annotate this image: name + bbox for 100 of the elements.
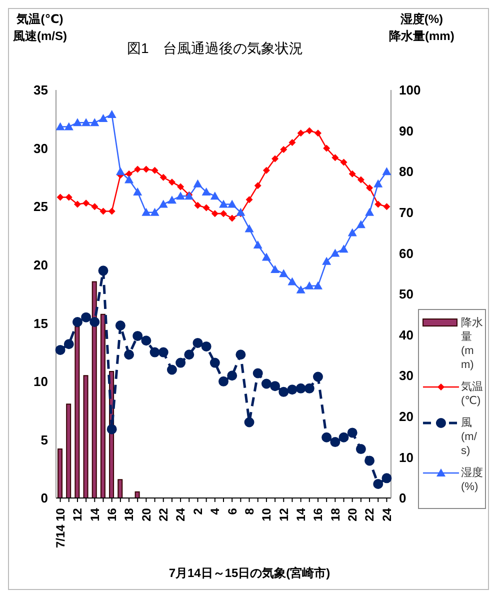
bar (100, 314, 106, 498)
point (280, 146, 288, 153)
point (322, 256, 332, 265)
y2-tick-label: 30 (399, 368, 414, 384)
y-tick-label: 5 (40, 432, 48, 448)
x-tick-label: 8 (242, 508, 256, 515)
y-tick-label: 35 (34, 82, 48, 98)
point (82, 118, 91, 126)
point (82, 200, 90, 207)
point (262, 166, 270, 174)
point (64, 122, 74, 130)
point (64, 339, 74, 350)
point (72, 316, 82, 327)
point (228, 214, 236, 222)
y2-tick-label: 40 (399, 327, 414, 342)
point (210, 358, 220, 368)
point (150, 208, 160, 216)
point (218, 376, 228, 386)
point (142, 208, 151, 216)
point (313, 281, 322, 290)
y-tick-label: 10 (34, 374, 48, 390)
point (124, 350, 134, 360)
x-tick-label: 12 (70, 508, 85, 522)
point (296, 383, 306, 394)
y-tick-label: 25 (34, 199, 48, 214)
point (56, 122, 65, 130)
y-tick-label: 15 (34, 316, 48, 331)
chart-title: 図1 台風通過後の気象状況 (127, 40, 303, 58)
y2-tick-label: 70 (399, 205, 414, 220)
point (210, 192, 220, 200)
x-tick-label: 16 (311, 508, 326, 522)
point (338, 432, 349, 442)
point (132, 330, 143, 341)
x-tick-label: 12 (276, 508, 291, 522)
point (244, 417, 254, 428)
point (168, 178, 176, 186)
x-tick-label: 18 (328, 508, 342, 522)
x-tick-label: 10 (260, 508, 274, 522)
x-tick-label: 20 (139, 508, 154, 522)
x-tick-label: 22 (156, 508, 171, 522)
point (201, 341, 212, 352)
y2-tick-label: 20 (399, 409, 414, 424)
legend-label: 降水量(mm) (461, 316, 483, 372)
point (322, 432, 332, 442)
point (192, 338, 203, 348)
bar (134, 491, 140, 498)
point (312, 372, 323, 382)
x-tick-label: 14 (294, 508, 308, 522)
point (202, 188, 211, 196)
point (98, 114, 108, 122)
point (288, 138, 296, 146)
y2-tick-label: 90 (399, 123, 414, 138)
point (296, 285, 306, 294)
x-tick-label: 18 (122, 508, 136, 522)
point (177, 183, 184, 190)
bar (92, 281, 97, 498)
point (219, 200, 228, 208)
y2-tick-label: 60 (399, 246, 414, 261)
x-tick-label: 24 (174, 508, 188, 522)
point (272, 155, 279, 162)
point (133, 188, 142, 196)
bar (66, 404, 72, 498)
legend-label: 風(m/s) (461, 416, 478, 458)
point (373, 479, 384, 490)
point (304, 281, 314, 290)
point (91, 203, 98, 210)
y-tick-label: 30 (34, 140, 48, 156)
point (253, 240, 262, 249)
point (246, 196, 253, 204)
point (261, 378, 272, 389)
point (340, 158, 348, 166)
point (158, 200, 168, 208)
point (55, 344, 66, 355)
x-tick-label: 24 (380, 508, 394, 522)
point (252, 368, 263, 378)
point (90, 118, 100, 126)
point (166, 364, 177, 375)
point (126, 170, 133, 178)
y2-tick-label: 100 (399, 82, 421, 98)
point (108, 208, 116, 215)
point (364, 456, 375, 466)
point (56, 194, 64, 201)
point (72, 118, 82, 126)
point (74, 200, 81, 208)
point (347, 428, 358, 438)
point (348, 170, 356, 178)
point (356, 220, 366, 228)
point (202, 204, 210, 212)
x-tick-label: 7/14 10 (53, 508, 68, 548)
point (236, 208, 246, 216)
point (374, 179, 383, 188)
point (107, 110, 116, 118)
point (383, 203, 390, 210)
point (339, 244, 348, 253)
point (279, 269, 288, 278)
point (382, 473, 392, 484)
point (211, 210, 218, 218)
point (374, 200, 382, 208)
bar (118, 479, 123, 498)
point (314, 130, 322, 137)
